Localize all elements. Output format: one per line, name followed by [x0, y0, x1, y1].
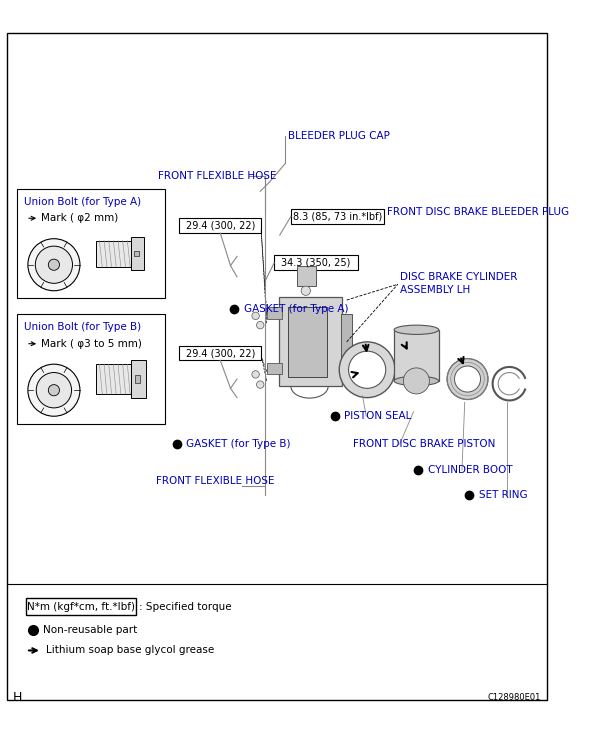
Bar — [96, 240, 131, 267]
Text: CYLINDER BOOT: CYLINDER BOOT — [427, 465, 512, 475]
Text: H: H — [13, 691, 23, 704]
Text: Mark ( φ3 to 5 mm): Mark ( φ3 to 5 mm) — [41, 339, 142, 349]
Bar — [134, 251, 139, 257]
Text: 34.3 (350, 25): 34.3 (350, 25) — [281, 258, 350, 268]
Circle shape — [28, 239, 80, 291]
Bar — [267, 307, 282, 319]
Bar — [179, 218, 261, 233]
Bar — [288, 306, 327, 377]
Bar — [279, 298, 342, 386]
Text: 8.3 (85, 73 in.*lbf): 8.3 (85, 73 in.*lbf) — [293, 211, 382, 221]
Text: Union Bolt (for Type B): Union Bolt (for Type B) — [24, 322, 141, 332]
Bar — [96, 364, 131, 394]
Text: N*m (kgf*cm, ft.*lbf): N*m (kgf*cm, ft.*lbf) — [27, 602, 135, 612]
Bar — [267, 364, 282, 375]
Text: FRONT FLEXIBLE HOSE: FRONT FLEXIBLE HOSE — [158, 172, 277, 182]
Bar — [274, 255, 358, 270]
Text: GASKET (for Type A): GASKET (for Type A) — [244, 304, 348, 314]
Bar — [135, 375, 140, 383]
Circle shape — [256, 322, 264, 329]
Circle shape — [349, 351, 386, 388]
Ellipse shape — [394, 376, 439, 386]
Text: Mark ( φ2 mm): Mark ( φ2 mm) — [41, 213, 118, 224]
Circle shape — [455, 366, 480, 392]
Circle shape — [36, 372, 72, 408]
Bar — [131, 361, 146, 397]
Text: FRONT DISC BRAKE PISTON: FRONT DISC BRAKE PISTON — [353, 439, 496, 449]
Circle shape — [301, 286, 311, 295]
Circle shape — [35, 246, 73, 284]
Circle shape — [48, 259, 60, 270]
Bar — [26, 598, 136, 615]
Text: 29.4 (300, 22): 29.4 (300, 22) — [185, 348, 255, 358]
Ellipse shape — [394, 325, 439, 334]
Circle shape — [339, 342, 395, 397]
Text: Non-reusable part: Non-reusable part — [43, 625, 137, 635]
Bar — [291, 209, 384, 224]
Bar — [179, 345, 261, 361]
Text: BLEEDER PLUG CAP: BLEEDER PLUG CAP — [288, 130, 390, 141]
Text: PISTON SEAL: PISTON SEAL — [344, 411, 411, 421]
Circle shape — [256, 381, 264, 388]
Circle shape — [28, 364, 80, 416]
Text: C128980E01: C128980E01 — [488, 693, 541, 702]
Bar — [131, 237, 144, 270]
Text: FRONT FLEXIBLE HOSE: FRONT FLEXIBLE HOSE — [156, 476, 275, 486]
Circle shape — [447, 358, 488, 399]
Text: Union Bolt (for Type A): Union Bolt (for Type A) — [24, 196, 141, 207]
Bar — [394, 330, 439, 381]
Text: GASKET (for Type B): GASKET (for Type B) — [186, 439, 290, 449]
Bar — [341, 314, 352, 369]
Bar — [17, 188, 166, 298]
Text: : Specified torque: : Specified torque — [139, 602, 232, 612]
Text: DISC BRAKE CYLINDER
ASSEMBLY LH: DISC BRAKE CYLINDER ASSEMBLY LH — [400, 272, 517, 295]
Text: FRONT DISC BRAKE BLEEDER PLUG: FRONT DISC BRAKE BLEEDER PLUG — [387, 207, 569, 217]
Text: SET RING: SET RING — [479, 490, 527, 500]
Circle shape — [403, 368, 429, 394]
Bar — [17, 314, 166, 424]
Circle shape — [252, 371, 259, 378]
Text: Lithium soap base glycol grease: Lithium soap base glycol grease — [45, 646, 214, 655]
Circle shape — [48, 385, 60, 396]
Text: 29.4 (300, 22): 29.4 (300, 22) — [185, 221, 255, 231]
Circle shape — [252, 312, 259, 320]
Bar — [297, 265, 316, 286]
